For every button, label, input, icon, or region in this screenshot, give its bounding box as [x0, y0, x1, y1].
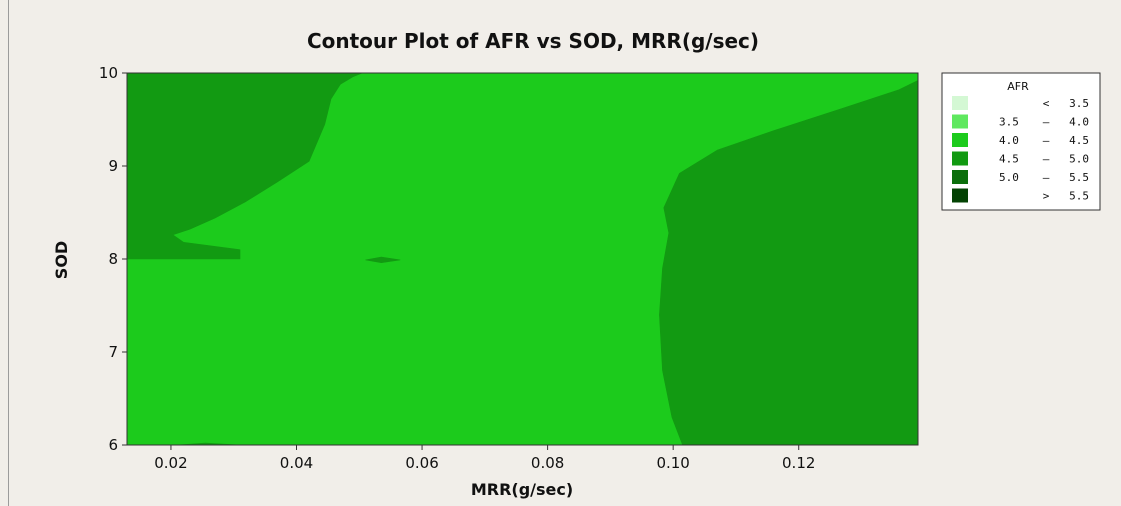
legend-operator: < [1043, 97, 1050, 110]
legend-swatch [952, 96, 968, 110]
x-axis: 0.02 0.04 0.06 0.08 0.10 0.12 [154, 445, 815, 472]
legend-range-high: 5.5 [1069, 190, 1089, 203]
legend-range-high: 5.0 [1069, 153, 1089, 166]
legend-range-high: 3.5 [1069, 97, 1089, 110]
x-tick-label: 0.10 [656, 454, 689, 472]
legend-swatch [952, 151, 968, 166]
legend-range-high: 5.5 [1069, 171, 1089, 184]
x-tick-label: 0.06 [405, 454, 438, 472]
legend-range-high: 4.5 [1069, 134, 1089, 147]
x-tick-label: 0.04 [280, 454, 313, 472]
legend-operator: > [1043, 190, 1050, 203]
window-left-border [8, 0, 9, 506]
legend-range-dash: – [1043, 171, 1050, 184]
legend-range-low: 5.0 [999, 171, 1019, 184]
x-tick-label: 0.08 [531, 454, 564, 472]
legend-swatch [952, 170, 968, 184]
contour-region-3 [365, 256, 401, 264]
y-tick-label: 8 [108, 250, 118, 268]
y-tick-label: 9 [108, 157, 118, 175]
chart-title: Contour Plot of AFR vs SOD, MRR(g/sec) [307, 29, 759, 53]
y-axis: 6 7 8 9 10 [99, 64, 127, 454]
legend-range-high: 4.0 [1069, 116, 1089, 129]
contour-region-1 [126, 72, 363, 260]
x-axis-label: MRR(g/sec) [471, 480, 573, 499]
legend-swatch [952, 188, 968, 203]
legend-range-dash: – [1043, 116, 1050, 129]
y-tick-label: 10 [99, 64, 118, 82]
legend-range-low: 3.5 [999, 116, 1019, 129]
legend-swatch [952, 114, 968, 129]
legend-range-low: 4.5 [999, 153, 1019, 166]
contour-region-2 [659, 80, 919, 446]
legend-box [941, 72, 1101, 211]
legend-title: AFR [1007, 80, 1029, 93]
legend-range-dash: – [1043, 153, 1050, 166]
y-tick-label: 7 [108, 343, 118, 361]
x-tick-label: 0.02 [154, 454, 187, 472]
y-tick-label: 6 [108, 436, 118, 454]
y-axis-label: SOD [52, 241, 71, 279]
x-tick-label: 0.12 [782, 454, 815, 472]
legend-range-low: 4.0 [999, 134, 1019, 147]
contour-regions [126, 72, 919, 446]
legend-swatch [952, 133, 968, 147]
legend: AFR < 3.5 3.5 – 4.0 4.0 – 4.5 4.5 – 5.0 5.0 – 5.5 > 5.5 [941, 72, 1101, 211]
legend-range-dash: – [1043, 134, 1050, 147]
